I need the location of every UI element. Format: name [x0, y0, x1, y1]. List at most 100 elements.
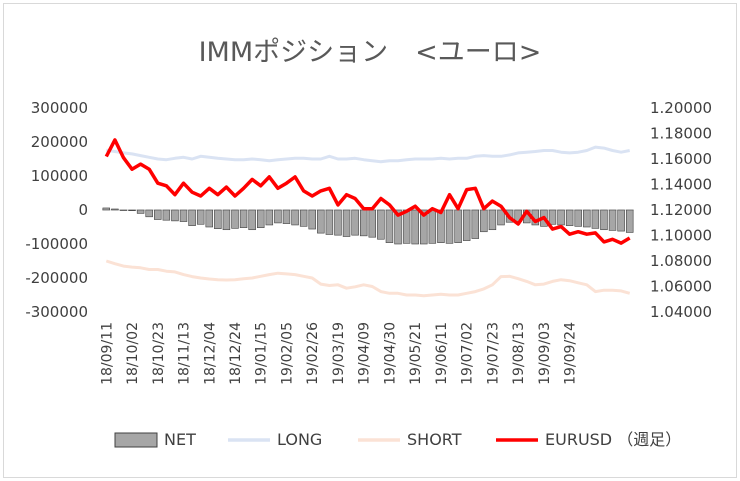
net-bar	[179, 209, 188, 222]
net-bar	[445, 209, 454, 244]
net-bar	[402, 209, 411, 244]
chart-frame: IMMポジション <ユーロ> 300000 200000 100000 0 -10000…	[3, 3, 737, 478]
net-bar	[111, 208, 119, 211]
x-tick-label: 19/08/13	[511, 322, 527, 385]
left-tick-label: -200000	[25, 269, 88, 287]
net-bar	[196, 209, 205, 225]
chart-title: IMMポジション <ユーロ>	[199, 37, 542, 68]
right-tick-label: 1.18000	[650, 125, 712, 143]
short-line	[105, 259, 631, 298]
net-bar	[222, 209, 231, 231]
left-tick-label: 0	[78, 201, 88, 219]
net-bar	[248, 209, 256, 231]
x-tick-label: 19/04/09	[357, 322, 373, 385]
right-tick-label: 1.16000	[650, 150, 712, 168]
x-tick-label: 19/03/19	[331, 322, 347, 385]
right-tick-label: 1.04000	[650, 303, 712, 321]
right-tick-label: 1.12000	[650, 201, 712, 219]
net-bar	[205, 209, 213, 228]
x-tick-label: 19/02/05	[279, 322, 295, 385]
right-tick-label: 1.14000	[650, 176, 712, 194]
legend-label-long: LONG	[277, 430, 322, 449]
legend-label-eurusd: EURUSD （週足）	[545, 430, 681, 449]
legend-label-short: SHORT	[407, 430, 462, 449]
right-tick-label: 1.08000	[650, 252, 712, 270]
net-bar	[411, 209, 419, 245]
x-tick-label: 18/10/02	[125, 322, 141, 385]
net-bar	[497, 209, 505, 226]
net-bar	[136, 209, 145, 214]
x-tick-label: 19/05/21	[408, 322, 424, 385]
x-tick-label: 18/11/13	[177, 322, 193, 385]
net-bar	[471, 209, 479, 239]
net-bar	[420, 209, 428, 245]
net-bar	[299, 209, 308, 227]
net-bar	[334, 209, 342, 236]
x-tick-label: 19/02/26	[305, 322, 321, 385]
net-bar	[188, 209, 196, 226]
net-bar	[257, 209, 265, 228]
net-bar	[437, 209, 445, 243]
net-bar	[282, 209, 291, 224]
net-bar	[291, 209, 299, 226]
x-tick-label: 19/07/02	[460, 322, 476, 385]
net-bar	[394, 209, 402, 245]
left-tick-label: 200000	[31, 133, 88, 151]
net-bar	[574, 209, 582, 227]
net-bar	[480, 209, 488, 233]
net-bar	[591, 209, 600, 229]
left-tick-label: -100000	[25, 235, 88, 253]
net-bar	[231, 209, 239, 229]
net-bar	[214, 209, 222, 230]
net-bar	[342, 209, 351, 237]
net-bar	[428, 209, 437, 244]
net-bar	[565, 209, 574, 226]
net-bar	[557, 209, 565, 226]
x-tick-label: 19/07/23	[485, 322, 501, 385]
x-tick-label: 19/04/30	[382, 322, 398, 385]
net-bar	[102, 207, 111, 211]
net-bar	[600, 209, 608, 231]
x-tick-label: 19/09/24	[563, 322, 579, 385]
net-bar	[162, 209, 171, 221]
eurusd-line	[104, 138, 631, 245]
x-tick-label: 19/09/03	[537, 322, 553, 385]
right-tick-label: 1.10000	[650, 227, 712, 245]
right-tick-label: 1.20000	[650, 99, 712, 117]
left-tick-label: 100000	[31, 167, 88, 185]
left-tick-label: -300000	[25, 303, 88, 321]
net-bar	[317, 209, 325, 234]
x-tick-label: 19/01/15	[254, 322, 270, 385]
x-tick-label: 19/06/11	[434, 322, 450, 385]
net-bar	[154, 209, 162, 220]
net-bar	[128, 209, 136, 211]
net-bar	[308, 209, 316, 230]
legend-label-net: NET	[164, 430, 196, 449]
net-bar	[359, 209, 368, 237]
legend: NET LONG SHORT EURUSD （週足）	[114, 430, 681, 449]
legend-swatch-net	[114, 432, 158, 448]
net-bar	[325, 209, 334, 235]
long-line	[106, 145, 630, 164]
net-bar	[171, 209, 179, 222]
x-tick-label: 18/09/11	[99, 322, 115, 385]
net-bar	[377, 209, 385, 240]
net-bar	[351, 209, 359, 236]
x-tick-label: 18/10/23	[151, 322, 167, 385]
net-bar	[239, 209, 248, 228]
net-bar	[617, 209, 625, 232]
x-tick-label: 18/12/24	[228, 322, 244, 385]
net-bar	[119, 209, 128, 211]
net-bar	[548, 209, 557, 225]
net-bar	[488, 209, 497, 231]
net-bar	[625, 209, 634, 233]
net-bar	[145, 209, 153, 218]
imm-position-chart: IMMポジション <ユーロ> 300000 200000 100000 0 -10000…	[25, 37, 712, 449]
net-bar	[265, 209, 274, 226]
net-bar	[454, 209, 462, 243]
left-tick-label: 300000	[31, 99, 88, 117]
net-bar	[608, 209, 617, 231]
net-bar	[462, 209, 471, 241]
x-tick-label: 18/12/04	[202, 322, 218, 385]
net-bar	[385, 209, 394, 243]
